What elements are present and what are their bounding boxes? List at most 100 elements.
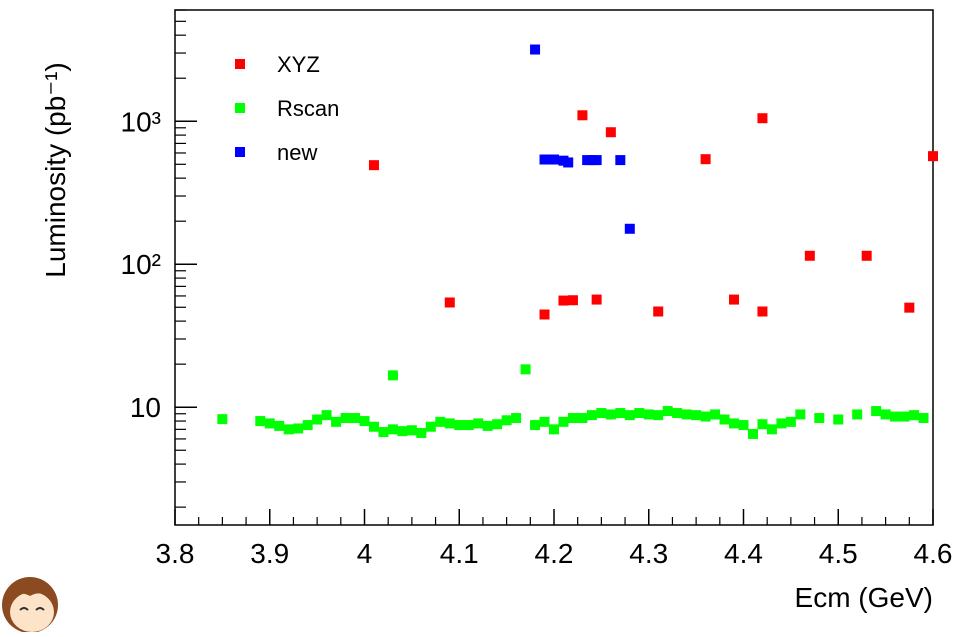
data-point (539, 309, 550, 320)
y-tick-label: 10² (121, 249, 161, 280)
data-point (586, 410, 597, 421)
data-point (473, 418, 484, 429)
x-tick-label: 3.9 (250, 538, 289, 569)
data-point (605, 409, 616, 420)
data-point (890, 411, 901, 422)
data-point (624, 410, 635, 421)
data-point (662, 406, 673, 417)
legend-label: new (277, 140, 317, 165)
data-point (634, 408, 645, 419)
legend-marker (235, 103, 245, 113)
data-point (406, 425, 417, 436)
x-tick-label: 3.8 (156, 538, 195, 569)
data-point (700, 154, 711, 165)
y-tick-label: 10 (130, 392, 161, 423)
data-point (653, 306, 664, 317)
data-point (852, 409, 863, 420)
x-tick-label: 4.5 (819, 538, 858, 569)
data-point (899, 411, 910, 422)
data-point (615, 408, 626, 419)
data-point (530, 44, 541, 55)
data-point (378, 427, 389, 438)
x-tick-label: 4.3 (629, 538, 668, 569)
data-point (511, 413, 522, 424)
data-point (653, 410, 664, 421)
data-point (710, 409, 721, 420)
data-point (425, 421, 436, 432)
data-point (904, 302, 915, 313)
data-point (681, 409, 692, 420)
data-point (463, 420, 474, 431)
data-point (359, 416, 370, 427)
data-point (454, 420, 465, 431)
data-point (766, 424, 777, 435)
data-point (350, 413, 361, 424)
avatar (2, 577, 58, 633)
data-point (700, 411, 711, 422)
data-point (757, 306, 768, 317)
data-point (397, 426, 408, 437)
data-point (880, 409, 891, 420)
data-point (520, 364, 531, 375)
data-point (567, 413, 578, 424)
plot-frame (174, 9, 934, 526)
data-point (691, 410, 702, 421)
data-point (757, 113, 768, 124)
data-point (482, 420, 493, 431)
data-point (549, 424, 559, 435)
data-point (444, 418, 455, 429)
data-point (368, 160, 379, 171)
data-point (591, 155, 602, 166)
data-point (833, 414, 844, 425)
x-tick-label: 4.6 (914, 538, 953, 569)
legend-marker (235, 59, 245, 69)
data-point (814, 413, 825, 424)
data-point (387, 424, 398, 435)
y-tick-label: 10³ (121, 106, 161, 137)
x-tick-label: 4.1 (440, 538, 479, 569)
data-point (416, 428, 427, 439)
legend-marker (235, 147, 245, 157)
data-point (274, 420, 285, 431)
data-point (283, 424, 294, 435)
data-point (530, 420, 541, 431)
data-point (501, 415, 512, 426)
data-point (591, 294, 602, 305)
data-point (729, 418, 740, 429)
legend-label: XYZ (277, 52, 320, 77)
data-point (312, 414, 323, 425)
data-point (558, 295, 569, 306)
data-point (605, 127, 616, 138)
data-point (672, 408, 683, 419)
x-tick-label: 4.2 (535, 538, 574, 569)
data-point (492, 419, 503, 430)
data-point (596, 408, 607, 419)
data-point (368, 421, 379, 432)
legend-label: Rscan (277, 96, 339, 121)
data-point (217, 414, 228, 425)
data-point (539, 416, 550, 427)
data-point (567, 295, 578, 306)
y-axis-title: Luminosity (pb⁻¹) (40, 62, 71, 278)
data-point (861, 250, 872, 261)
data-point (643, 409, 654, 420)
data-point (321, 410, 332, 421)
data-point (624, 223, 635, 234)
data-point (563, 157, 574, 168)
data-point (757, 419, 768, 430)
data-point (302, 420, 313, 431)
data-point (795, 409, 806, 420)
data-point (776, 418, 787, 429)
data-point (804, 250, 815, 261)
data-point (331, 416, 342, 427)
data-point (909, 410, 920, 421)
data-point (738, 420, 749, 431)
x-tick-label: 4.4 (724, 538, 763, 569)
data-point (918, 413, 929, 424)
data-point (444, 297, 455, 308)
data-point (615, 155, 626, 166)
data-point (549, 154, 559, 165)
x-axis-title: Ecm (GeV) (795, 582, 933, 613)
